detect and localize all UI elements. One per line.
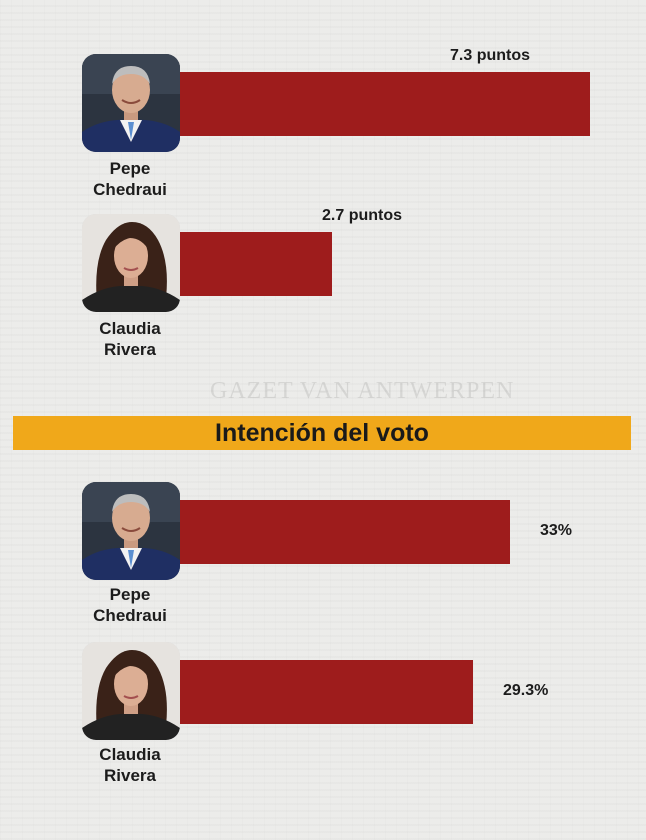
candidate-name: Pepe Chedraui: [93, 159, 167, 199]
chart-row-claudia: Claudia Rivera 29.3%: [0, 630, 646, 790]
bar-claudia-rivera: [180, 660, 473, 724]
chart-row-pepe: Pepe Chedraui 33%: [0, 470, 646, 630]
value-label-pepe: 7.3 puntos: [450, 47, 531, 64]
vote-intention-chart: Pepe Chedraui 33% Claudia Rivera 29.3%: [0, 470, 646, 800]
candidate-name: Pepe Chedraui: [93, 585, 167, 625]
banner-title: Intención del voto: [215, 419, 429, 447]
man-portrait-icon: [82, 482, 180, 580]
avatar-pepe-chedraui: [82, 482, 180, 580]
chart-row-claudia: Claudia Rivera 2.7 puntos: [0, 200, 646, 360]
man-portrait-icon: [82, 54, 180, 152]
avatar-pepe-chedraui: [82, 54, 180, 152]
avatar-claudia-rivera: [82, 642, 180, 740]
watermark-text: GAZET VAN ANTWERPEN: [210, 378, 515, 404]
value-label-pepe: 33%: [540, 522, 573, 539]
avatar-claudia-rivera: [82, 214, 180, 312]
chart-row-pepe: Pepe Chedraui 7.3 puntos: [0, 40, 646, 200]
bar-pepe-chedraui: [180, 500, 510, 564]
value-label-claudia: 2.7 puntos: [322, 207, 403, 224]
section-banner: Intención del voto: [13, 416, 631, 450]
candidate-name: Claudia Rivera: [99, 319, 161, 359]
points-chart: Pepe Chedraui 7.3 puntos Claudia Rivera …: [0, 40, 646, 370]
woman-portrait-icon: [82, 642, 180, 740]
woman-portrait-icon: [82, 214, 180, 312]
value-label-claudia: 29.3%: [503, 682, 549, 699]
candidate-name: Claudia Rivera: [99, 745, 161, 785]
bar-claudia-rivera: [180, 232, 332, 296]
bar-pepe-chedraui: [180, 72, 590, 136]
